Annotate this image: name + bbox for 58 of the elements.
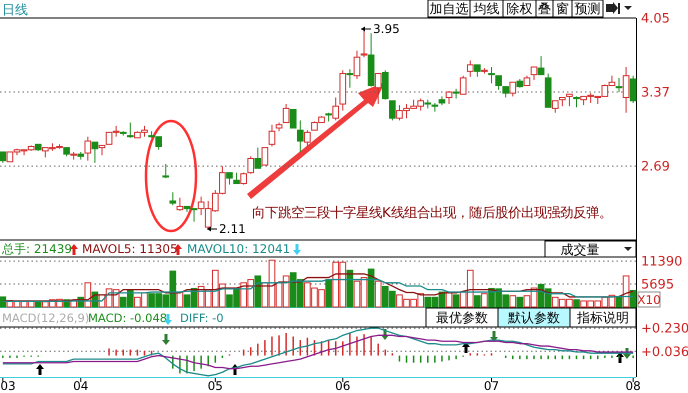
y-tick-label: 5695 [641, 278, 674, 293]
x-tick-label: 04 [73, 379, 88, 393]
y-tick-label: 3.37 [641, 86, 670, 101]
bar [616, 296, 622, 308]
annotation: 3.95 [373, 22, 400, 36]
x-tick-label: 05 [208, 379, 223, 393]
x-tick-label: 07 [484, 379, 500, 393]
y-tick-label: 11390 [641, 254, 682, 270]
text: DIFF: -0 [180, 311, 224, 325]
annotation: 日线 [2, 3, 28, 18]
candlestick [466, 60, 474, 78]
candlestick [424, 99, 432, 109]
y-tick-label: +0.230 [641, 322, 688, 337]
text: 指标说明 [576, 311, 629, 326]
text: MAVOL5: 11305 [82, 242, 178, 256]
candlestick [354, 50, 360, 80]
bar [452, 294, 460, 308]
x-tick-label: 08 [626, 379, 641, 393]
candlestick [616, 77, 622, 93]
line-series [2, 278, 634, 302]
text: X10 [637, 293, 661, 307]
bar [516, 296, 524, 308]
text: MAVOL10: 12041 [187, 242, 290, 256]
text: 叠 [538, 2, 551, 17]
candlestick [176, 197, 184, 212]
bar [630, 290, 636, 308]
bar [0, 296, 6, 308]
text: 最优参数 [436, 311, 488, 326]
text: MACD(12,26,9) [2, 311, 90, 325]
bar [374, 280, 382, 308]
x-tick-label: 06 [335, 379, 350, 393]
candlestick [296, 120, 304, 152]
y-tick-label: +0.036 [641, 344, 688, 360]
text: 均线 [472, 2, 500, 17]
annotation: 向下跳空三段十字星线K线组合出现，随后股价出现强劲反弹。 [252, 205, 612, 221]
bar [509, 295, 516, 308]
annotation: 成交量 [560, 242, 600, 258]
text: 加自选 [430, 2, 468, 17]
text: MACD: -0.048 [88, 311, 168, 325]
text: 预测 [574, 2, 600, 17]
candlestick [488, 66, 495, 84]
candlestick [346, 68, 354, 88]
bar [573, 299, 580, 308]
candlestick [126, 122, 134, 138]
candlestick [622, 66, 630, 114]
bar [368, 268, 374, 308]
candlestick [84, 136, 92, 162]
bar [474, 295, 481, 308]
text: 除权 [506, 2, 532, 17]
text: 总手: 21439 [1, 242, 72, 256]
bar [325, 279, 332, 308]
bar [254, 275, 262, 308]
y-tick-label: 2.69 [641, 160, 670, 175]
x-tick-label: 03 [0, 379, 16, 393]
text: 窗 [556, 1, 569, 17]
y-tick-label: 4.05 [641, 12, 670, 27]
text: 默认参数 [507, 311, 560, 326]
annotation: 2.11 [219, 222, 246, 236]
